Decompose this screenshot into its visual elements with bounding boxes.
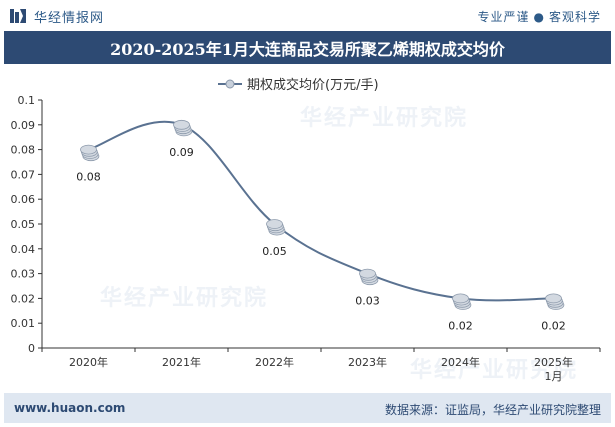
series: 0.08 0.09 0.05 0.03 0.02 0.02 bbox=[76, 119, 566, 332]
data-label: 0.02 bbox=[448, 319, 473, 332]
dot-separator-icon: ● bbox=[533, 10, 545, 24]
x-tick-label: 1月 bbox=[545, 370, 563, 383]
logo-icon bbox=[10, 9, 26, 23]
data-label: 0.09 bbox=[169, 146, 194, 159]
coin-icon bbox=[173, 119, 190, 130]
tagline: 专业严谨 ● 客观科学 bbox=[477, 8, 601, 25]
data-point-marker bbox=[545, 293, 565, 310]
x-tick-label: 2025年 bbox=[534, 355, 573, 369]
x-tick-label: 2022年 bbox=[255, 355, 294, 369]
y-tick-label: 0.03 bbox=[11, 268, 36, 281]
data-point-marker bbox=[266, 219, 286, 236]
data-point-marker bbox=[80, 144, 100, 162]
x-tick-label: 2023年 bbox=[348, 355, 387, 369]
x-axis: 2020年 2021年 2022年 2023年 2024年 2025年1月 bbox=[41, 347, 601, 383]
data-label: 0.03 bbox=[355, 295, 380, 308]
data-label: 0.05 bbox=[262, 245, 287, 258]
y-tick-label: 0.07 bbox=[11, 168, 36, 181]
tagline-left: 专业严谨 bbox=[477, 10, 530, 24]
tagline-right: 客观科学 bbox=[548, 10, 601, 24]
x-tick-label: 2024年 bbox=[441, 355, 480, 369]
y-tick-label: 0.01 bbox=[11, 317, 36, 330]
line-chart: 期权成交均价(万元/手) 0 0.01 0.02 0.03 0.04 0.05 0.06 0.… bbox=[11, 77, 601, 383]
data-label: 0.08 bbox=[76, 171, 101, 184]
brand-name[interactable]: 华经情报网 bbox=[34, 11, 105, 26]
series-line bbox=[88, 120, 554, 302]
y-tick-label: 0.09 bbox=[11, 119, 36, 132]
legend-marker bbox=[225, 79, 235, 89]
data-label: 0.02 bbox=[541, 319, 566, 332]
legend: 期权成交均价(万元/手) bbox=[218, 77, 379, 93]
footer-source: 数据来源：证监局，华经产业研究院整理 bbox=[384, 403, 601, 417]
data-point-marker bbox=[359, 268, 379, 286]
coin-icon bbox=[545, 293, 562, 304]
y-axis: 0 0.01 0.02 0.03 0.04 0.05 0.06 0.07 0.08 0.09 0.1 bbox=[11, 94, 43, 355]
legend-label: 期权成交均价(万元/手) bbox=[247, 77, 379, 93]
y-tick-label: 0.08 bbox=[11, 144, 36, 157]
y-tick-label: 0.02 bbox=[11, 292, 36, 305]
y-tick-label: 0.05 bbox=[11, 218, 36, 231]
footer: www.huaon.com 数据来源：证监局，华经产业研究院整理 bbox=[4, 393, 611, 423]
coin-icon bbox=[452, 293, 469, 304]
coin-icon bbox=[359, 268, 376, 279]
y-tick-label: 0.06 bbox=[11, 193, 36, 206]
data-point-marker bbox=[173, 119, 193, 137]
data-point-marker bbox=[452, 293, 472, 310]
footer-site-link[interactable]: www.huaon.com bbox=[14, 401, 126, 415]
coin-icon bbox=[80, 144, 97, 155]
y-tick-label: 0.04 bbox=[11, 243, 36, 256]
coin-icon bbox=[266, 219, 283, 229]
y-tick-label: 0 bbox=[28, 342, 35, 355]
x-tick-label: 2021年 bbox=[162, 355, 201, 369]
x-tick-label: 2020年 bbox=[69, 355, 108, 369]
chart-title: 2020-2025年1月大连商品交易所聚乙烯期权成交均价 bbox=[4, 31, 611, 64]
y-tick-label: 0.1 bbox=[18, 94, 36, 107]
top-bar: 华经情报网 专业严谨 ● 客观科学 bbox=[0, 0, 615, 30]
